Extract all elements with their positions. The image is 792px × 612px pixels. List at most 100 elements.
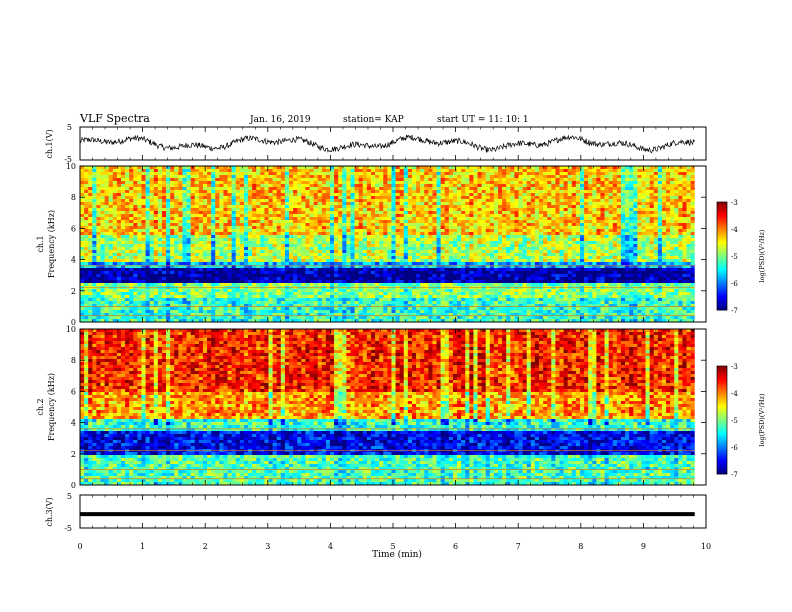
ch1-spectrogram-cell (395, 247, 400, 251)
ch1-spectrogram-cell (120, 265, 126, 269)
ch1-spectrogram-cell (379, 199, 384, 203)
ch1-spectrogram-cell (690, 226, 696, 230)
ch1-spectrogram-cell (518, 208, 523, 212)
ch1-spectrogram-cell (280, 217, 286, 221)
ch1-spectrogram-cell (170, 220, 175, 224)
ch1-spectrogram-cell (202, 181, 208, 185)
ch1-spectrogram-cell (510, 241, 515, 245)
ch1-spectrogram-cell (256, 247, 261, 251)
ch1-spectrogram-cell (178, 166, 183, 170)
ch1-spectrogram-cell (579, 250, 585, 254)
ch1-spectrogram-cell (125, 181, 130, 185)
ch1-spectrogram-cell (334, 244, 339, 248)
ch1-spectrogram-cell (420, 199, 425, 203)
ch1-spectrogram-cell (620, 214, 626, 218)
ch1-spectrogram-cell (338, 178, 343, 182)
ch1-spectrogram-cell (493, 172, 499, 176)
ch1-spectrogram-cell (424, 193, 429, 197)
ch1-spectrogram-cell (129, 247, 134, 251)
ch1-spectrogram-cell (498, 172, 503, 176)
ch1-spectrogram-cell (440, 223, 446, 227)
ch1-spectrogram-cell (88, 223, 93, 227)
ch1-spectrogram-cell (104, 232, 109, 236)
ch1-spectrogram-cell (178, 253, 183, 257)
ch1-spectrogram-cell (325, 259, 331, 263)
ch1-spectrogram-cell (539, 172, 544, 176)
ch1-spectrogram-cell (149, 175, 155, 179)
ch1-spectrogram-cell (493, 175, 499, 179)
ch1-spectrogram-cell (674, 184, 679, 188)
ch1-spectrogram-cell (88, 262, 93, 266)
ch1-spectrogram-cell (362, 190, 368, 194)
ch1-spectrogram-cell (108, 232, 114, 236)
ch1-spectrogram-cell (297, 181, 302, 185)
ch1-spectrogram-cell (518, 190, 523, 194)
ch1-spectrogram-cell (543, 166, 548, 170)
ch1-spectrogram-cell (530, 244, 536, 248)
ch1-spectrogram-cell (366, 262, 372, 266)
ch1-spectrogram-cell (489, 193, 495, 197)
ch1-spectrogram-cell (198, 256, 204, 260)
ch1-spectrogram-cell (383, 211, 388, 215)
ch1-spectrogram-cell (522, 193, 528, 197)
ch1-spectrogram-cell (350, 220, 355, 224)
ch1-spectrogram-cell (141, 193, 146, 197)
ch1-spectrogram-cell (375, 193, 380, 197)
ch1-spectrogram-cell (391, 181, 396, 185)
ch1-spectrogram-cell (555, 187, 560, 191)
ch1-spectrogram-cell (129, 259, 134, 263)
ch1-spectrogram-cell (440, 205, 446, 209)
ch1-spectrogram-cell (141, 229, 146, 233)
ch1-spectrogram-cell (194, 223, 200, 227)
ch1-spectrogram-cell (555, 211, 560, 215)
ch1-spectrogram-cell (317, 256, 323, 260)
ch1-spectrogram-cell (452, 187, 458, 191)
ch1-spectrogram-cell (252, 232, 257, 236)
ch1-spectrogram-cell (608, 211, 614, 215)
ch1-spectrogram-cell (243, 253, 249, 257)
ch1-spectrogram-cell (186, 256, 191, 260)
ch1-spectrogram-cell (637, 250, 642, 254)
ch1-spectrogram-cell (465, 229, 470, 233)
ch1-spectrogram-cell (80, 253, 85, 257)
ch1-spectrogram-cell (104, 199, 109, 203)
ch1-spectrogram-cell (84, 166, 89, 170)
ch1-spectrogram-cell (334, 184, 339, 188)
ch1-spectrogram-cell (149, 250, 155, 254)
ch1-spectrogram-cell (379, 250, 384, 254)
ch1-spectrogram-cell (186, 253, 191, 257)
ch1-spectrogram-cell (120, 202, 126, 206)
ch1-spectrogram-cell (448, 175, 454, 179)
ch1-spectrogram-cell (80, 178, 85, 182)
ch1-spectrogram-cell (161, 187, 167, 191)
ch1-spectrogram-cell (202, 214, 208, 218)
ch1-spectrogram-cell (510, 190, 515, 194)
ch1-spectrogram-cell (342, 184, 347, 188)
ch1-spectrogram-cell (366, 190, 372, 194)
ch1-spectrogram-cell (592, 178, 597, 182)
ch1-spectrogram-cell (428, 241, 433, 245)
ch1-spectrogram-cell (575, 202, 581, 206)
ch1-spectrogram-cell (666, 181, 671, 185)
ch1-spectrogram-cell (690, 235, 696, 239)
ch1-spectrogram-cell (149, 247, 155, 251)
ch1-spectrogram-cell (80, 208, 85, 212)
ch1-spectrogram-cell (633, 184, 638, 188)
ch1-spectrogram-cell (346, 187, 351, 191)
ch1-spectrogram-cell (112, 235, 118, 239)
ch1-spectrogram-cell (420, 169, 425, 173)
ch1-spectrogram-cell (239, 235, 245, 239)
ch1-spectrogram-cell (321, 220, 327, 224)
ch1-spectrogram-cell (592, 226, 597, 230)
ch1-spectrogram-cell (350, 190, 355, 194)
ch1-spectrogram-cell (469, 175, 474, 179)
ch1-spectrogram-cell (674, 181, 679, 185)
ch1-spectrogram-cell (243, 184, 249, 188)
ch1-spectrogram-cell (92, 202, 97, 206)
ch1-spectrogram-cell (690, 256, 696, 260)
ch1-spectrogram-cell (325, 253, 331, 257)
ch1-spectrogram-cell (104, 250, 109, 254)
ch1-spectrogram-cell (465, 208, 470, 212)
ch1-spectrogram-cell (473, 220, 478, 224)
ch1-spectrogram-cell (309, 232, 314, 236)
